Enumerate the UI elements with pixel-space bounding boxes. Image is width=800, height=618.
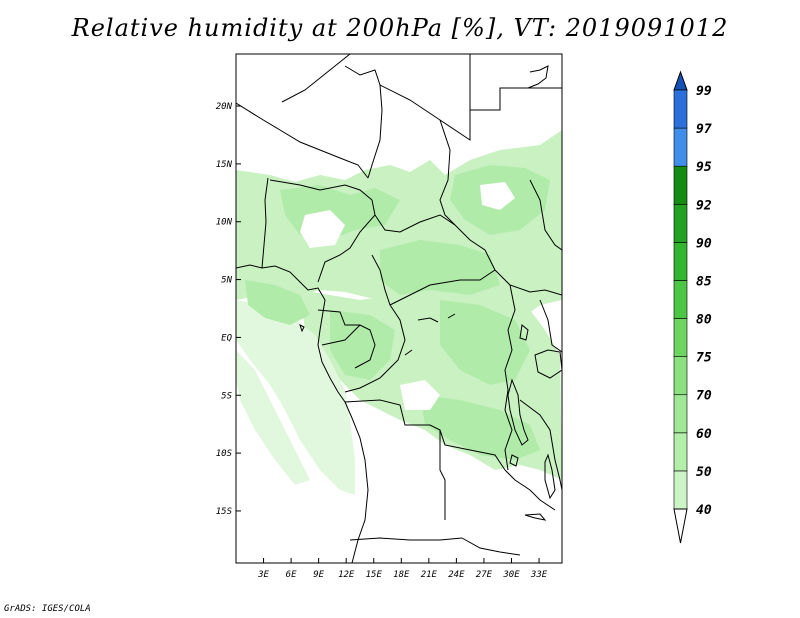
- border-car-sudan: [494, 269, 562, 296]
- y-tick-label: 15N: [216, 160, 233, 170]
- border-angola-zambia: [439, 430, 446, 520]
- x-tick-label: 15E: [366, 570, 383, 580]
- colorbar-segment: [673, 432, 688, 472]
- x-tick-label: 9E: [313, 570, 324, 580]
- humidity-gap-1: [300, 210, 345, 248]
- y-tick-label: 15S: [216, 507, 233, 517]
- borders: [236, 54, 562, 563]
- y-tick-label: EQ: [221, 333, 232, 343]
- humidity-gap-3: [480, 182, 515, 210]
- x-tick-label: 18E: [393, 570, 410, 580]
- border-car-south: [389, 269, 496, 306]
- x-tick-label: 30E: [502, 570, 520, 580]
- humidity-patch-gulf: [245, 280, 310, 325]
- colorbar-label: 50: [696, 465, 712, 480]
- border-zambia-tanzania: [504, 469, 556, 511]
- lake-turkana: [524, 513, 547, 521]
- border-tanzania: [519, 399, 562, 491]
- humidity-patch-center: [380, 240, 500, 295]
- colorbar-label: 70: [696, 389, 712, 404]
- humidity-region-coast: [236, 350, 310, 485]
- colorbar-label: 80: [696, 313, 712, 328]
- colorbar-segment: [673, 318, 688, 357]
- y-tick-label: 20N: [216, 102, 233, 112]
- colorbar-segment: [673, 470, 688, 510]
- humidity-patch-south: [420, 395, 540, 460]
- colorbar-segment: [673, 165, 688, 205]
- border-north-3: [344, 65, 383, 179]
- colorbar-label: 97: [696, 122, 712, 137]
- border-congo-drc: [344, 304, 406, 393]
- colorbar-label: 75: [696, 351, 712, 366]
- colorbar-segment: [673, 89, 688, 129]
- x-tick-label: 21E: [421, 570, 438, 580]
- colorbar-segment: [673, 394, 688, 434]
- x-tick-label: 33E: [530, 570, 548, 580]
- humidity-region-atlantic: [236, 300, 355, 495]
- island-nile: [527, 65, 549, 89]
- humidity-gap-2: [400, 380, 440, 410]
- border-gabon-cameroon: [317, 309, 360, 326]
- colorbar-label: 95: [696, 160, 712, 175]
- y-tick-label: 5N: [221, 276, 232, 286]
- map-frame: [235, 53, 563, 564]
- humidity-patch-basin: [330, 310, 395, 380]
- border-north-4: [379, 54, 471, 141]
- y-tick-label: 10N: [216, 218, 233, 228]
- colorbar-segment: [673, 127, 688, 167]
- border-chad-niger: [439, 119, 456, 226]
- x-tick-label: 3E: [257, 570, 269, 580]
- colorbar: 40 50 60 70 75 80 85 90 92 95 97 99: [673, 70, 712, 544]
- colorbar-label: 92: [696, 198, 712, 213]
- colorbar-bottom-triangle: [673, 508, 688, 544]
- lake-albert: [519, 324, 529, 341]
- colorbar-top-triangle: [673, 70, 688, 91]
- credit-text: GrADS: IGES/COLA: [4, 604, 91, 614]
- colorbar-label: 85: [696, 274, 712, 289]
- border-angola-namibia: [349, 537, 463, 541]
- border-libya-sudan: [469, 87, 562, 140]
- border-nigeria-benin: [261, 177, 269, 269]
- lake-mweru: [509, 454, 519, 467]
- river-congo-2: [447, 313, 456, 319]
- border-sudan-ethiopia: [529, 179, 562, 251]
- y-tick-label: 10S: [216, 449, 233, 459]
- colorbar-label: 40: [696, 503, 712, 518]
- x-tick-label: 6E: [286, 570, 297, 580]
- border-drc-south: [344, 399, 506, 471]
- x-tick-label: 24E: [448, 570, 465, 580]
- border-uganda-kenya: [539, 299, 562, 353]
- border-north-2: [281, 54, 351, 103]
- x-tick-label: 12E: [338, 570, 355, 580]
- chart-title: Relative humidity at 200hPa [%], VT: 201…: [71, 14, 729, 42]
- island-bioko: [299, 324, 305, 333]
- colorbar-label: 99: [696, 84, 712, 99]
- lake-tanganyika: [507, 378, 529, 446]
- border-gabon-congo: [321, 324, 376, 369]
- border-north-1: [236, 102, 369, 179]
- y-tick-label: 5S: [221, 391, 232, 401]
- colorbar-segment: [673, 242, 688, 281]
- x-tick-label: 27E: [476, 570, 493, 580]
- colorbar-segment: [673, 356, 688, 396]
- humidity-field: [236, 130, 562, 495]
- border-zambia-south: [461, 537, 521, 556]
- axis-ticks: 3E 6E 9E 12E 15E 18E 21E 24E 27E 30E 33E 20N 15N 10N 5…: [216, 102, 548, 580]
- colorbar-label: 60: [696, 427, 712, 442]
- coastline-west: [236, 264, 369, 563]
- lake-malawi: [544, 453, 556, 500]
- river-congo-3: [404, 349, 413, 356]
- border-drc-east: [504, 284, 516, 471]
- lake-victoria: [534, 349, 562, 379]
- river-congo-1: [417, 317, 439, 323]
- border-nigeria-niger: [269, 179, 373, 201]
- colorbar-label: 90: [696, 236, 712, 251]
- border-chad-car: [374, 214, 496, 271]
- colorbar-segment: [673, 280, 688, 319]
- colorbar-segment: [673, 203, 688, 243]
- border-cameroon-car: [371, 254, 391, 306]
